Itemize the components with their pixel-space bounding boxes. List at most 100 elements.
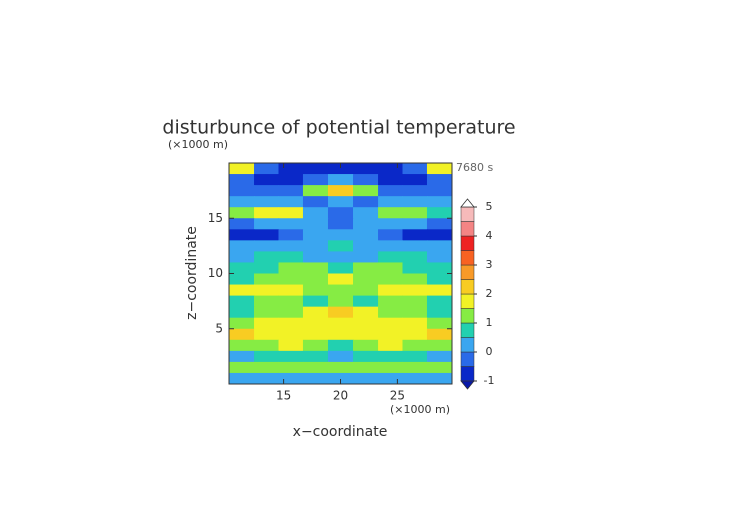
colorbar-band <box>460 206 475 222</box>
contour-cell <box>426 350 453 363</box>
contour-cell <box>327 174 354 186</box>
contour-cell <box>229 328 255 341</box>
contour-cell <box>327 361 354 374</box>
contour-cell <box>327 185 354 197</box>
contour-cell <box>426 185 453 197</box>
contour-cell <box>229 196 255 208</box>
contour-cell <box>302 174 329 186</box>
contour-cell <box>302 372 329 385</box>
contour-cell <box>353 328 379 341</box>
contour-cell <box>402 218 428 230</box>
contour-cell <box>378 207 404 219</box>
contour-cell <box>229 163 255 175</box>
contour-cell <box>402 284 428 297</box>
contour-cell <box>254 295 279 308</box>
contour-cell <box>278 306 304 319</box>
contour-cell <box>327 306 354 319</box>
colorbar-band <box>460 250 475 266</box>
contour-cell <box>426 284 453 297</box>
contour-cell <box>378 339 404 352</box>
contour-cell <box>353 273 379 286</box>
contour-cell <box>302 317 329 330</box>
colorbar-band <box>460 221 475 237</box>
contour-cell <box>327 339 354 352</box>
contour-cell <box>378 273 404 286</box>
colorbar-band <box>460 322 475 338</box>
contour-cell <box>302 306 329 319</box>
contour-cell <box>278 295 304 308</box>
contour-cell <box>254 196 279 208</box>
contour-cell <box>426 251 453 263</box>
x-tick-label: 15 <box>276 389 291 403</box>
contour-cell <box>278 251 304 263</box>
contour-cell <box>302 262 329 274</box>
contour-cell <box>353 317 379 330</box>
colorbar-tick-label: 2 <box>486 287 493 300</box>
contour-cell <box>229 306 255 319</box>
contour-cell <box>378 218 404 230</box>
contour-cell <box>402 262 428 274</box>
contour-cell <box>302 218 329 230</box>
contour-cell <box>302 328 329 341</box>
contour-cell <box>353 251 379 263</box>
x-axis-label: x−coordinate <box>293 424 388 440</box>
contour-cell <box>229 229 255 241</box>
contour-cell <box>278 339 304 352</box>
contour-cell <box>302 295 329 308</box>
contour-cell <box>278 361 304 374</box>
contour-cell <box>229 284 255 297</box>
colorbar-band <box>460 366 475 382</box>
contour-cell <box>353 361 379 374</box>
contour-cell <box>402 273 428 286</box>
contour-cell <box>402 295 428 308</box>
contour-cell <box>378 196 404 208</box>
chart-title: disturbunce of potential temperature <box>162 117 515 139</box>
contour-cell <box>254 372 279 385</box>
colorbar-band <box>460 279 475 295</box>
contour-cell <box>402 339 428 352</box>
contour-cell <box>327 284 354 297</box>
contour-cell <box>254 350 279 363</box>
contour-cell <box>278 328 304 341</box>
contour-cell <box>426 240 453 252</box>
contour-cell <box>229 295 255 308</box>
contour-cell <box>327 273 354 286</box>
contour-cell <box>254 240 279 252</box>
contour-cell <box>254 339 279 352</box>
contour-cell <box>302 350 329 363</box>
contour-cell <box>402 229 428 241</box>
contour-cell <box>353 240 379 252</box>
contour-cell <box>426 339 453 352</box>
contour-cell <box>402 372 428 385</box>
contour-cell <box>426 163 453 175</box>
time-label: 7680 s <box>456 161 493 174</box>
contour-cell <box>353 284 379 297</box>
contour-cell <box>302 229 329 241</box>
colorbar-band <box>460 337 475 353</box>
contour-cell <box>426 361 453 374</box>
contour-cell <box>229 174 255 186</box>
contour-cell <box>302 240 329 252</box>
contour-cell <box>378 240 404 252</box>
contour-cell <box>278 273 304 286</box>
contour-cell <box>402 174 428 186</box>
colorbar-tick-label: 0 <box>486 345 493 358</box>
x-tick-label: 25 <box>390 389 405 403</box>
contour-cell <box>402 350 428 363</box>
contour-cell <box>378 295 404 308</box>
contour-cell <box>229 207 255 219</box>
contour-cell <box>229 372 255 385</box>
contour-cell <box>302 207 329 219</box>
contour-cell <box>378 372 404 385</box>
contour-cell <box>378 317 404 330</box>
contour-cell <box>402 328 428 341</box>
contour-cell <box>229 218 255 230</box>
contour-cell <box>278 218 304 230</box>
contour-cell <box>278 284 304 297</box>
contour-cell <box>402 196 428 208</box>
x-tick-label: 20 <box>333 389 348 403</box>
contour-cell <box>302 361 329 374</box>
contour-cell <box>327 328 354 341</box>
contour-cell <box>254 273 279 286</box>
